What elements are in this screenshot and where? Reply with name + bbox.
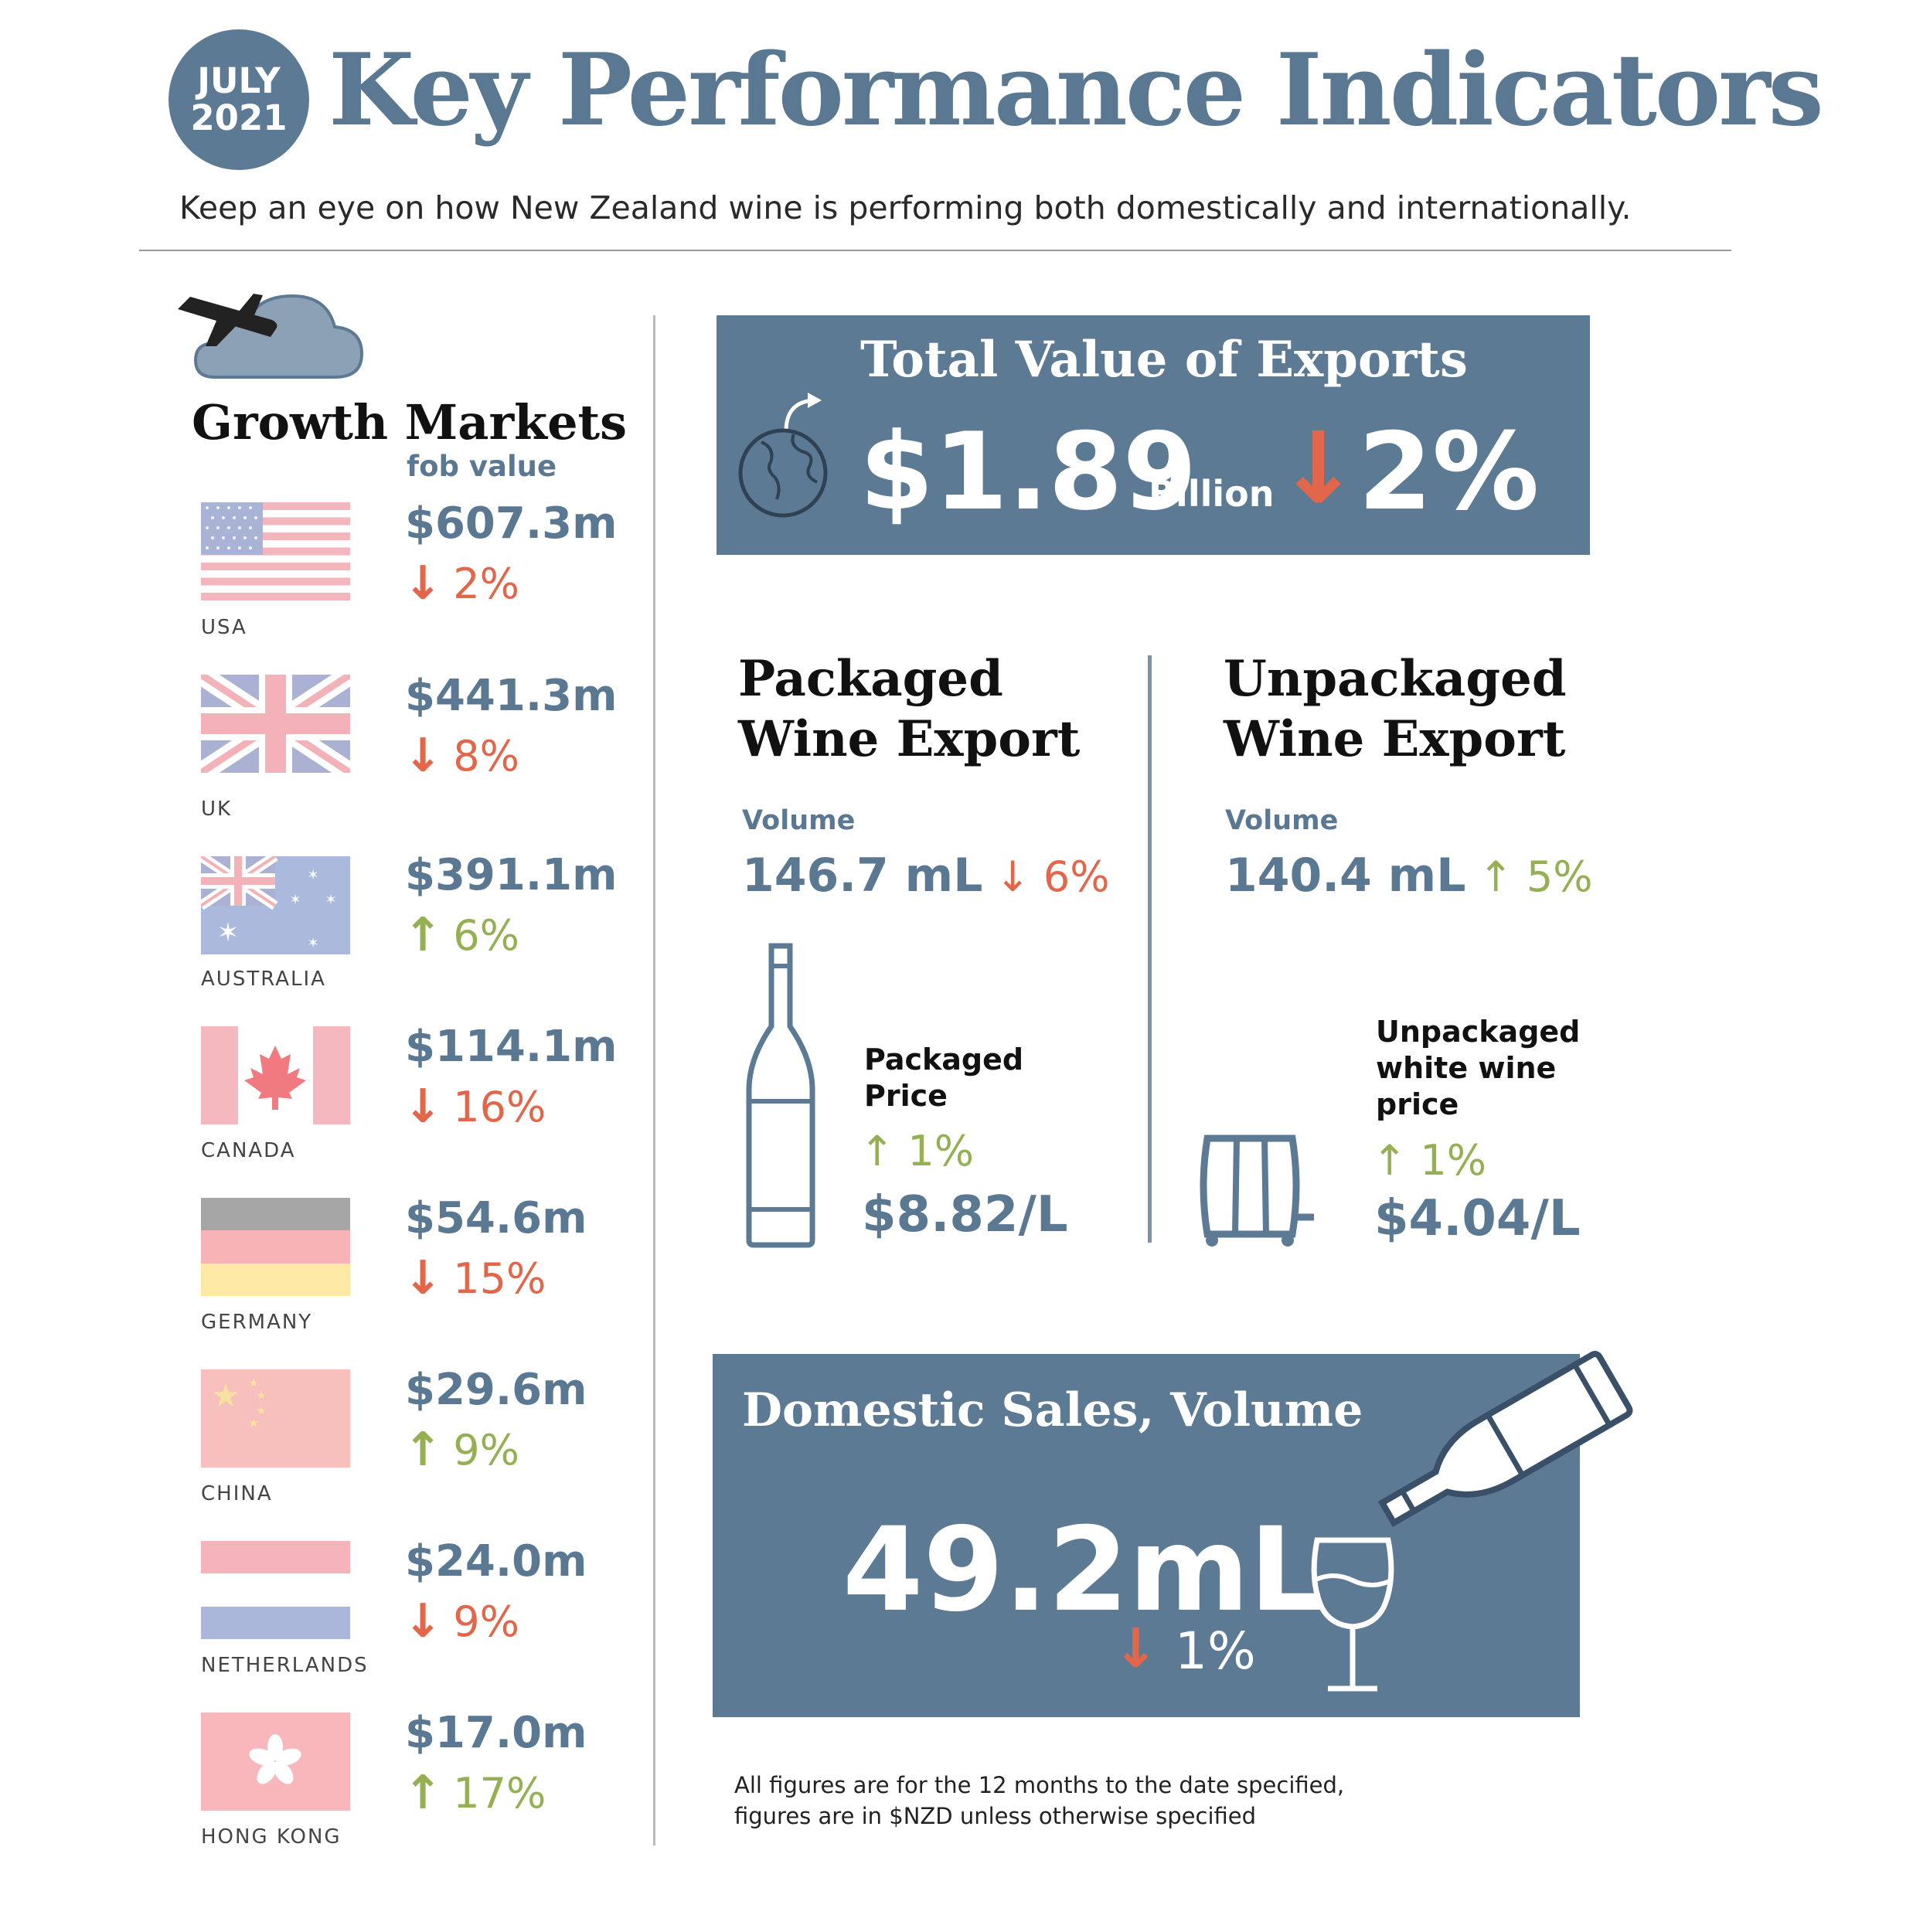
australia-change: ↑ 6% — [403, 908, 519, 962]
total-exports-change: 2% — [1358, 410, 1540, 534]
hong-kong-change: ↑ 17% — [403, 1766, 546, 1820]
germany-change: ↓ 15% — [403, 1251, 546, 1305]
domestic-sales-panel — [713, 1354, 1580, 1717]
svg-text:★: ★ — [249, 1417, 259, 1430]
hong-kong-label: HONG KONG — [201, 1825, 342, 1849]
uk-change: ↓ 8% — [403, 729, 519, 783]
unpackaged-volume-value: 140.4 mL — [1225, 849, 1466, 903]
packaged-price-change: ↑ 1% — [859, 1127, 975, 1175]
china-flag: ★ ★ ★ ★ ★ — [201, 1369, 350, 1468]
netherlands-label: NETHERLANDS — [201, 1654, 369, 1677]
hong-kong-value: $17.0m — [405, 1708, 587, 1758]
down-arrow-icon: ↓ — [403, 1080, 443, 1134]
down-arrow-icon: ↓ — [1277, 411, 1360, 526]
up-arrow-icon: ↑ — [859, 1127, 895, 1175]
usa-label: USA — [201, 616, 247, 639]
germany-label: GERMANY — [201, 1311, 313, 1334]
svg-text:✶: ✶ — [217, 917, 240, 948]
total-exports-value: $1.89 — [859, 410, 1197, 534]
packaged-volume: 146.7 mL ↓ 6% — [742, 849, 1110, 903]
china-value: $29.6m — [405, 1365, 587, 1415]
hong-kong-flag — [201, 1713, 350, 1811]
packaged-title: Packaged Wine Export — [738, 650, 1081, 768]
usa-change: ↓ 2% — [403, 556, 519, 611]
badge-month: JULY — [197, 60, 281, 101]
export-divider — [1148, 655, 1152, 1243]
globe-icon — [738, 393, 828, 518]
unpackaged-price-change: ↑ 1% — [1372, 1136, 1487, 1185]
packaged-volume-label: Volume — [742, 805, 856, 836]
germany-value: $54.6m — [405, 1193, 587, 1243]
svg-text:★: ★ — [257, 1405, 267, 1417]
page-subtitle: Keep an eye on how New Zealand wine is p… — [179, 189, 1632, 226]
domestic-sales-value: 49.2mL — [842, 1503, 1323, 1638]
svg-text:✶: ✶ — [307, 935, 318, 951]
uk-label: UK — [201, 798, 233, 821]
up-arrow-icon: ↑ — [403, 908, 443, 962]
total-exports-panel — [717, 315, 1590, 555]
germany-flag — [201, 1198, 350, 1296]
barrel-icon — [1200, 1134, 1314, 1247]
china-label: CHINA — [201, 1482, 273, 1505]
unpackaged-price-label: Unpackaged white wine price — [1376, 1015, 1581, 1121]
growth-markets-title: Growth Markets — [192, 394, 628, 451]
up-arrow-icon: ↑ — [403, 1766, 443, 1820]
canada-change: ↓ 16% — [403, 1080, 546, 1134]
down-arrow-icon: ↓ — [1113, 1617, 1159, 1680]
wine-glass-icon — [1311, 1537, 1394, 1692]
svg-text:✶: ✶ — [307, 867, 318, 883]
unpackaged-title: Unpackaged Wine Export — [1224, 650, 1567, 768]
australia-label: AUSTRALIA — [201, 968, 326, 991]
wine-bottle-icon — [746, 943, 815, 1248]
unpackaged-volume-change: ↑ 5% — [1478, 852, 1593, 901]
canada-value: $114.1m — [405, 1022, 618, 1072]
svg-text:★: ★ — [249, 1377, 259, 1389]
svg-text:✶: ✶ — [325, 892, 336, 908]
page-title: Key Performance Indicators — [328, 32, 1824, 148]
airplane-cloud-icon — [178, 294, 364, 379]
packaged-price-label: Packaged Price — [864, 1043, 1024, 1113]
header-divider — [139, 250, 1731, 251]
australia-flag: ✶ ✶ ✶ ✶ ✶ — [201, 856, 350, 954]
svg-text:✶: ✶ — [289, 892, 301, 908]
footnote: All figures are for the 12 months to the… — [734, 1772, 1345, 1829]
down-arrow-icon: ↓ — [403, 556, 443, 611]
domestic-sales-change: 1% — [1175, 1621, 1256, 1681]
unpackaged-volume-label: Volume — [1225, 805, 1339, 836]
canada-flag — [201, 1026, 350, 1124]
canada-label: CANADA — [201, 1139, 296, 1162]
packaged-volume-change: ↓ 6% — [995, 852, 1110, 901]
uk-value: $441.3m — [405, 671, 618, 721]
svg-text:★: ★ — [211, 1376, 240, 1414]
down-arrow-icon: ↓ — [403, 1251, 443, 1305]
fob-value-label: fob value — [407, 450, 557, 483]
down-arrow-icon: ↓ — [995, 852, 1030, 901]
pouring-bottle-icon — [1377, 1351, 1633, 1527]
packaged-price: $8.82/L — [862, 1186, 1068, 1243]
column-divider — [653, 315, 655, 1845]
badge-year: 2021 — [190, 97, 288, 138]
netherlands-change: ↓ 9% — [403, 1594, 519, 1648]
down-arrow-icon: ↓ — [403, 1594, 443, 1648]
date-badge: JULY 2021 — [168, 29, 309, 170]
down-arrow-icon: ↓ — [403, 729, 443, 783]
unpackaged-price: $4.04/L — [1374, 1190, 1581, 1247]
svg-text:★: ★ — [257, 1389, 267, 1402]
usa-value: $607.3m — [405, 498, 618, 549]
unpackaged-volume: 140.4 mL ↑ 5% — [1225, 849, 1593, 903]
usa-flag — [201, 502, 350, 600]
domestic-sales-title: Domestic Sales, Volume — [742, 1383, 1363, 1437]
up-arrow-icon: ↑ — [403, 1423, 443, 1477]
netherlands-flag — [201, 1541, 350, 1639]
total-exports-unit: Billion — [1149, 473, 1275, 515]
total-exports-title: Total Value of Exports — [860, 331, 1468, 389]
up-arrow-icon: ↑ — [1372, 1136, 1408, 1185]
australia-value: $391.1m — [405, 850, 618, 900]
netherlands-value: $24.0m — [405, 1536, 587, 1587]
uk-flag — [201, 675, 350, 773]
china-change: ↑ 9% — [403, 1423, 519, 1477]
up-arrow-icon: ↑ — [1478, 852, 1513, 901]
packaged-volume-value: 146.7 mL — [742, 849, 983, 903]
